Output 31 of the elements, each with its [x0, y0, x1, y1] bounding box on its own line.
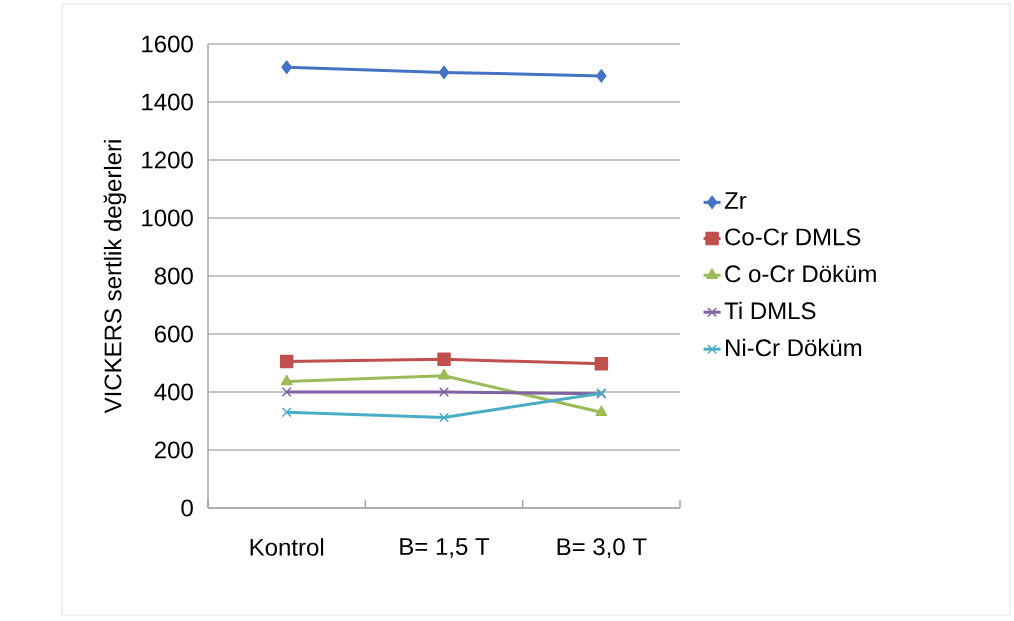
x-tick-label: B= 1,5 T [400, 538, 490, 558]
point [279, 354, 294, 369]
point [438, 368, 450, 380]
y-tick-label: 400 [154, 383, 193, 401]
y-axis-title: VICKERS sertlik değerleri [103, 140, 127, 414]
point [281, 407, 292, 418]
point [439, 386, 449, 397]
legend-label: Ni-Cr Döküm [726, 338, 862, 357]
x-tick-label: B= 3,0 T [557, 538, 647, 559]
y-tick-label: 0 [181, 499, 193, 517]
point [281, 386, 292, 397]
point [438, 65, 450, 80]
point [439, 412, 449, 423]
y-tick-label: 1200 [142, 151, 193, 169]
y-tick-label: 200 [154, 441, 193, 459]
legend-label: Co-Cr DMLS [725, 228, 861, 246]
x-tick-label: Kontrol [250, 538, 324, 556]
point [595, 405, 608, 417]
point [596, 69, 607, 83]
y-tick-label: 1600 [142, 35, 193, 53]
point [594, 357, 609, 371]
legend-label: C o-Cr Döküm [725, 264, 876, 283]
point [281, 60, 292, 74]
y-tick-label: 1400 [142, 93, 193, 111]
y-tick-label: 800 [154, 267, 193, 285]
legend-label: Ti DMLS [724, 301, 816, 320]
legend-label: Zr [724, 192, 747, 209]
point [280, 374, 293, 386]
point [437, 352, 451, 366]
y-tick-label: 1000 [142, 209, 193, 227]
y-tick-label: 600 [154, 325, 193, 343]
